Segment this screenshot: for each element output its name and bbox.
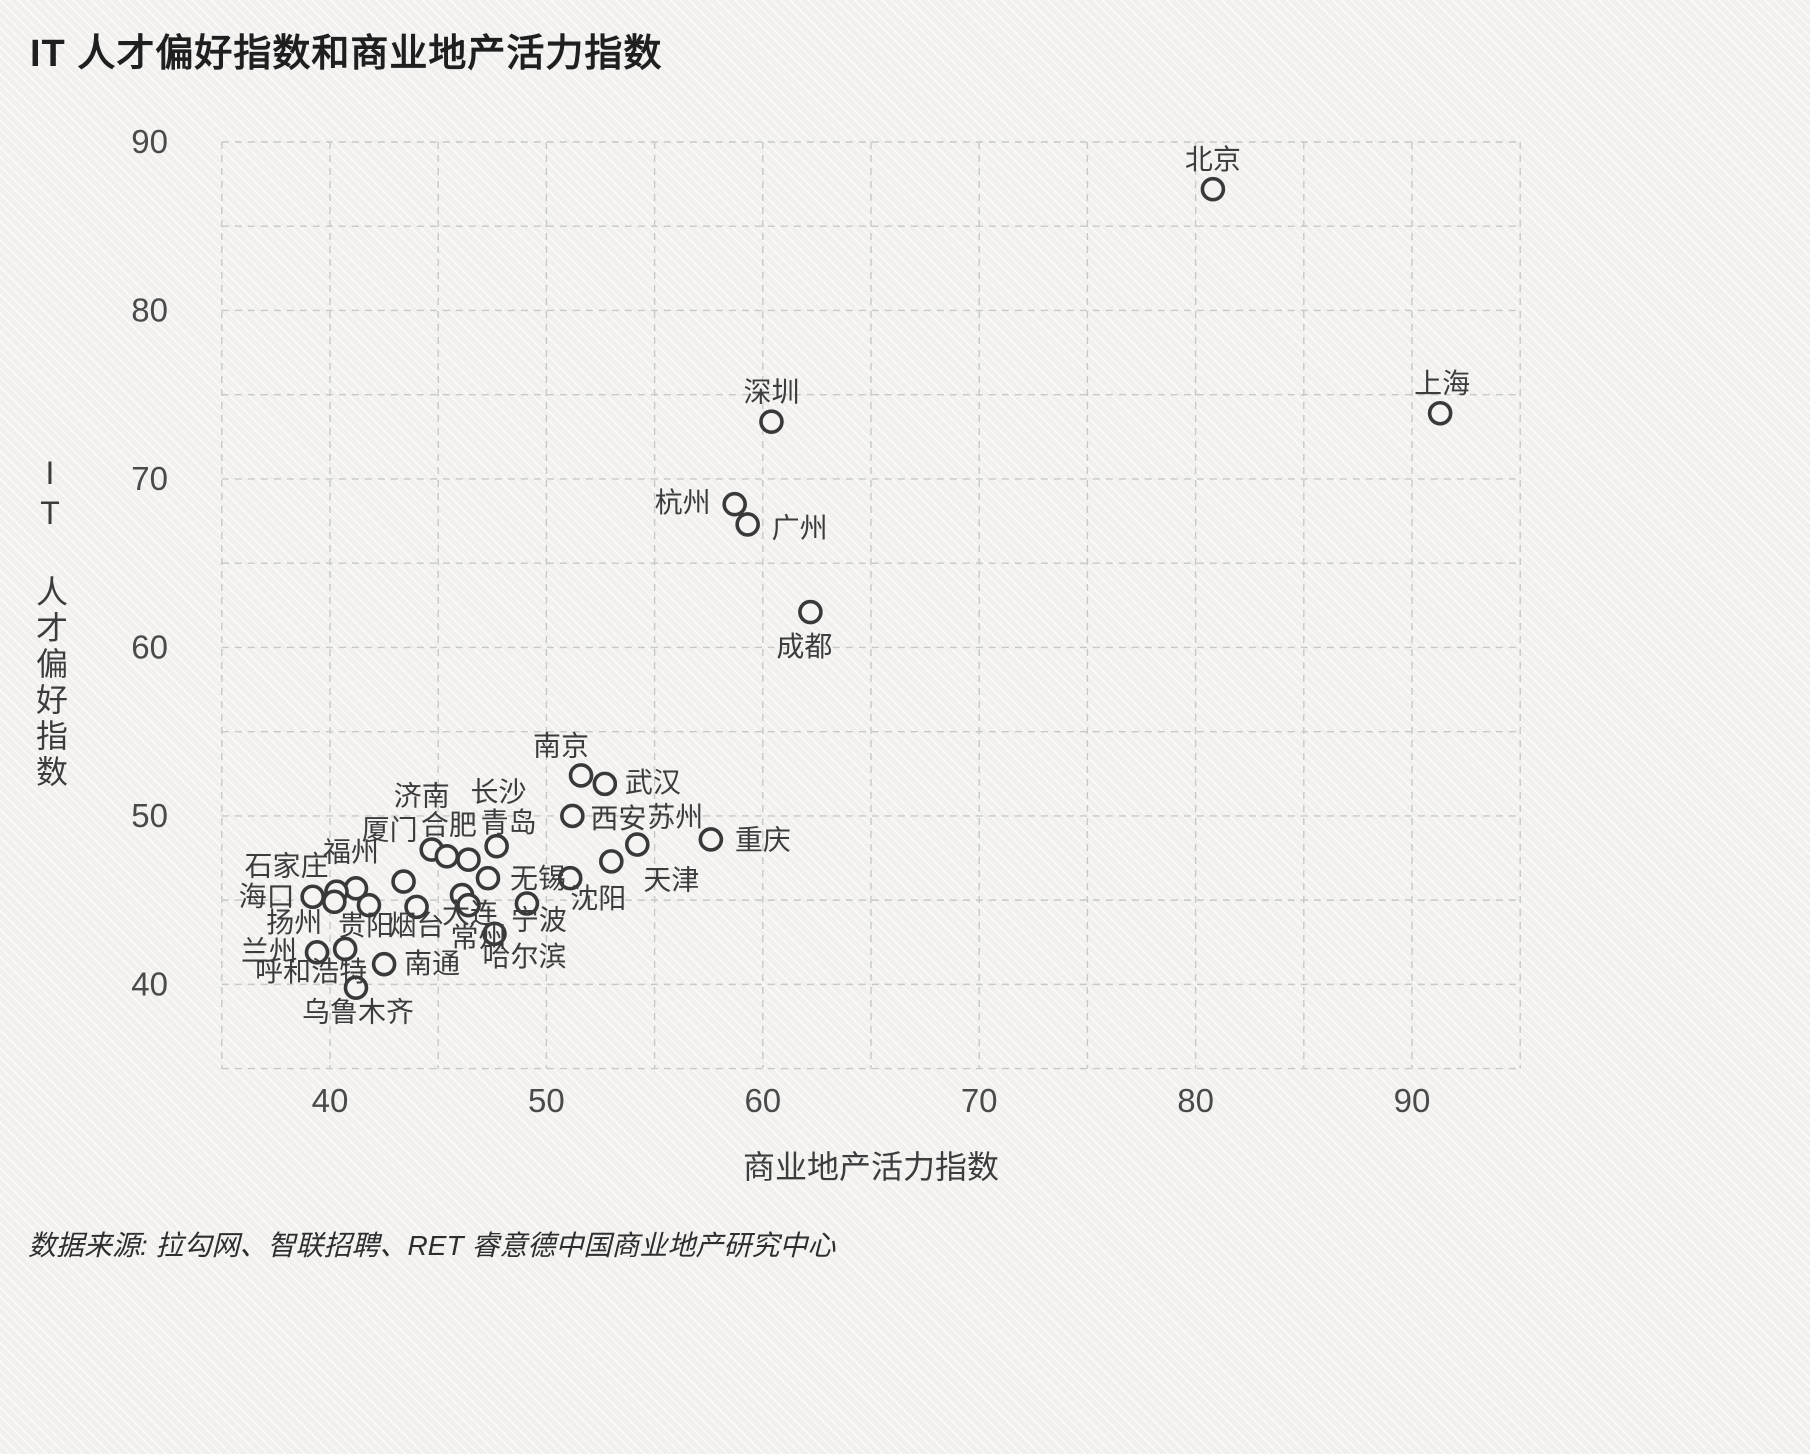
- point-label-合肥: 合肥: [421, 809, 477, 840]
- x-tick-label: 50: [528, 1082, 565, 1119]
- scatter-point-长沙: [456, 847, 481, 872]
- x-axis-title: 商业地产活力指数: [742, 1149, 1000, 1185]
- point-label-济南: 济南: [394, 781, 450, 812]
- y-axis-title: IT 人才偏好指数: [32, 455, 68, 791]
- scatter-point-苏州: [624, 832, 650, 857]
- scatter-point-烟台: [404, 894, 429, 920]
- scatter-point-重庆: [698, 827, 724, 852]
- point-label-贵阳: 贵阳: [338, 910, 394, 941]
- x-tick-label: 90: [1394, 1082, 1431, 1119]
- point-label-厦门: 厦门: [362, 815, 418, 846]
- point-label-石家庄: 石家庄: [244, 851, 328, 882]
- point-label-呼和浩特: 呼和浩特: [255, 956, 367, 987]
- scatter-point-深圳: [759, 409, 784, 434]
- scatter-point-海口: [300, 884, 325, 910]
- scatter-point-无锡: [475, 865, 501, 891]
- scatter-point-西安: [560, 803, 585, 829]
- point-label-南通: 南通: [404, 948, 460, 979]
- point-label-宁波: 宁波: [511, 904, 567, 935]
- scatter-point-常州: [456, 892, 481, 918]
- x-tick-label: 80: [1177, 1082, 1214, 1119]
- scatter-point-合肥: [434, 844, 460, 869]
- point-label-南京: 南京: [533, 730, 589, 761]
- scatter-point-贵阳: [356, 892, 382, 918]
- point-label-烟台: 烟台: [389, 910, 445, 941]
- scatter-point-哈尔滨: [482, 921, 507, 947]
- scatter-point-青岛: [484, 833, 509, 859]
- point-label-沈阳: 沈阳: [570, 883, 626, 914]
- scatter-point-南通: [371, 951, 397, 977]
- scatter-point-北京: [1200, 176, 1226, 202]
- scatter-point-成都: [798, 599, 823, 625]
- scatter-point-呼和浩特: [332, 936, 358, 962]
- point-label-海口: 海口: [239, 881, 295, 912]
- point-label-长沙: 长沙: [470, 777, 526, 808]
- scatter-point-南京: [568, 763, 594, 788]
- point-label-杭州: 杭州: [655, 487, 711, 518]
- scatter-point-沈阳: [557, 865, 583, 891]
- scatter-point-天津: [599, 849, 624, 874]
- point-label-重庆: 重庆: [735, 824, 791, 855]
- chart-title: IT 人才偏好指数和商业地产活力指数: [30, 33, 663, 75]
- scatter-point-上海: [1427, 400, 1453, 426]
- scatter-point-兰州: [304, 940, 330, 965]
- scatter-point-杭州: [722, 491, 747, 517]
- x-tick-label: 60: [744, 1082, 781, 1119]
- point-label-西安: 西安: [590, 803, 646, 834]
- y-tick-label: 70: [131, 460, 168, 497]
- point-label-大连: 大连: [442, 898, 498, 929]
- point-label-兰州: 兰州: [241, 935, 297, 966]
- point-label-青岛: 青岛: [481, 807, 537, 838]
- y-tick-label: 40: [131, 965, 168, 1002]
- point-label-北京: 北京: [1185, 144, 1241, 175]
- point-label-扬州: 扬州: [266, 907, 322, 938]
- point-label-哈尔滨: 哈尔滨: [482, 941, 566, 972]
- y-tick-label: 80: [131, 291, 168, 328]
- point-label-深圳: 深圳: [743, 377, 799, 408]
- point-label-成都: 成都: [776, 631, 832, 662]
- point-label-苏州: 苏州: [647, 802, 703, 833]
- scatter-point-宁波: [514, 891, 540, 916]
- x-tick-label: 70: [961, 1082, 998, 1119]
- point-label-武汉: 武汉: [625, 767, 681, 798]
- y-tick-label: 60: [131, 628, 168, 665]
- point-label-无锡: 无锡: [510, 863, 566, 894]
- point-label-广州: 广州: [772, 512, 828, 543]
- scatter-point-乌鲁木齐: [343, 975, 369, 1001]
- point-label-上海: 上海: [1414, 368, 1470, 399]
- y-tick-label: 90: [131, 123, 168, 160]
- x-tick-label: 40: [312, 1082, 349, 1119]
- scatter-point-扬州: [322, 889, 347, 915]
- y-tick-label: 50: [131, 797, 168, 834]
- scatter-point-厦门: [391, 869, 416, 894]
- point-label-天津: 天津: [643, 864, 699, 895]
- scatter-point-武汉: [592, 771, 618, 797]
- point-label-常州: 常州: [450, 922, 506, 953]
- scatter-point-广州: [735, 512, 760, 537]
- point-label-乌鲁木齐: 乌鲁木齐: [302, 997, 414, 1028]
- data-source-note: 数据来源: 拉勾网、智联招聘、RET 睿意德中国商业地产研究中心: [28, 1230, 836, 1261]
- point-label-福州: 福州: [323, 836, 379, 867]
